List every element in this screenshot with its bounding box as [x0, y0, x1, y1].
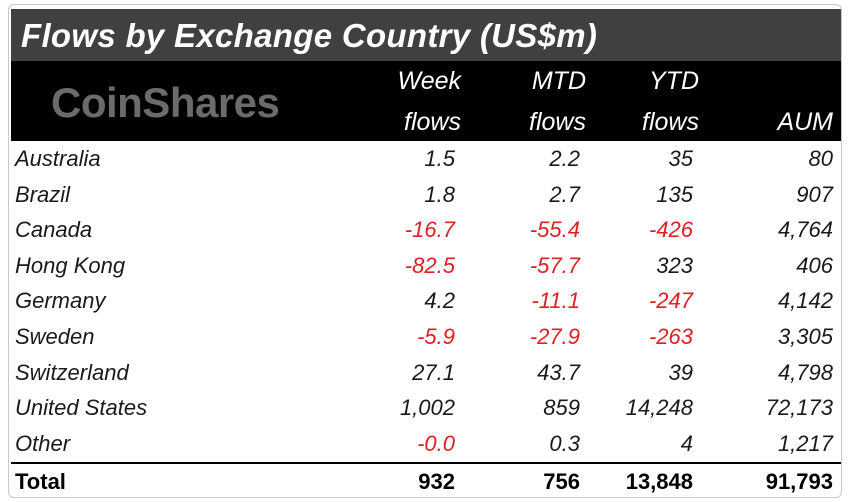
week-flows-value: -82.5	[404, 252, 455, 278]
mtd-flows-value: -57.7	[529, 252, 580, 278]
mtd-flows-value: -11.1	[531, 288, 580, 314]
table-row: Australia 1.5 2.2 35 80	[11, 141, 841, 177]
aum-value: 907	[796, 181, 833, 207]
week-flows-value: 1.5	[424, 146, 455, 171]
aum-value: 80	[808, 146, 833, 171]
aum-value: 4,142	[777, 288, 833, 314]
mtd-flows-value: 859	[543, 395, 580, 421]
week-flows-value: 4.2	[424, 288, 455, 314]
ytd-flows-value: 323	[656, 252, 693, 278]
ytd-flows-value: -263	[648, 324, 693, 349]
week-flows-value: -5.9	[417, 324, 455, 349]
country-name: Sweden	[15, 324, 95, 349]
week-flows-value: 1,002	[399, 395, 455, 421]
coinshares-logo: CoinShares	[51, 79, 280, 126]
header-week-line1: Week	[397, 67, 461, 95]
header-mtd-flows: MTD flows	[529, 61, 586, 143]
country-name: Other	[15, 430, 71, 456]
week-flows-value: -0.0	[417, 430, 455, 456]
aum-value: 72,173	[765, 395, 833, 421]
header-week-line2: flows	[404, 108, 461, 136]
ytd-flows-value: 14,248	[625, 395, 693, 421]
table-row: Other -0.0 0.3 4 1,217	[11, 426, 841, 462]
total-label: Total	[15, 469, 66, 495]
aum-value: 1,217	[777, 430, 833, 456]
aum-value: 4,764	[777, 217, 833, 243]
ytd-flows-value: 35	[668, 146, 693, 171]
table-row: Sweden -5.9 -27.9 -263 3,305	[11, 319, 841, 355]
aum-value: 406	[796, 252, 833, 278]
country-name: Canada	[15, 217, 93, 243]
header-ytd-flows: YTD flows	[642, 61, 699, 143]
table-row: Germany 4.2 -11.1 -247 4,142	[11, 283, 841, 319]
mtd-flows-value: 756	[543, 469, 580, 495]
country-name: United States	[15, 395, 148, 421]
ytd-flows-value: 39	[668, 359, 693, 385]
table-row: Hong Kong -82.5 -57.7 323 406	[11, 248, 841, 284]
total-row: Total 932 756 13,848 91,793	[11, 464, 841, 497]
mtd-flows-value: 2.7	[549, 181, 580, 207]
header-ytd-line2: flows	[642, 108, 699, 136]
country-name: Brazil	[15, 181, 71, 207]
ytd-flows-value: 4	[680, 430, 693, 456]
ytd-flows-value: -247	[648, 288, 693, 314]
header-ytd-line1: YTD	[649, 67, 699, 95]
title-bar: Flows by Exchange Country (US$m)	[11, 9, 841, 61]
mtd-flows-value: -27.9	[529, 324, 580, 349]
week-flows-value: 1.8	[424, 181, 455, 207]
header-aum: AUM	[777, 61, 833, 143]
country-name: Hong Kong	[15, 252, 126, 278]
country-name: Germany	[15, 288, 106, 314]
table-frame: Flows by Exchange Country (US$m) CoinSha…	[8, 4, 842, 498]
ytd-flows-value: 135	[656, 181, 693, 207]
week-flows-value: 932	[418, 469, 455, 495]
total-divider	[11, 462, 841, 464]
header-aum-line2: AUM	[777, 108, 833, 136]
mtd-flows-value: 0.3	[549, 430, 580, 456]
ytd-flows-value: -426	[648, 217, 693, 243]
header-aum-line1	[777, 61, 833, 102]
ytd-flows-value: 13,848	[625, 469, 693, 495]
header-week-flows: Week flows	[398, 61, 461, 143]
week-flows-value: 27.1	[412, 359, 455, 385]
mtd-flows-value: -55.4	[529, 217, 580, 243]
table-row: Switzerland 27.1 43.7 39 4,798	[11, 355, 841, 391]
table-row: Brazil 1.8 2.7 135 907	[11, 177, 841, 213]
header-mtd-line2: flows	[529, 108, 586, 136]
header-mtd-line1: MTD	[531, 67, 586, 95]
table-row: Canada -16.7 -55.4 -426 4,764	[11, 212, 841, 248]
mtd-flows-value: 43.7	[537, 359, 580, 385]
aum-value: 4,798	[777, 359, 833, 385]
country-name: Australia	[15, 146, 101, 171]
header-bar: CoinShares Week flows MTD flows YTD flow…	[11, 61, 841, 141]
table-title: Flows by Exchange Country (US$m)	[21, 17, 598, 54]
aum-value: 91,793	[765, 469, 833, 495]
aum-value: 3,305	[777, 324, 833, 349]
mtd-flows-value: 2.2	[549, 146, 580, 171]
week-flows-value: -16.7	[404, 217, 455, 243]
table-row: United States 1,002 859 14,248 72,173	[11, 390, 841, 426]
country-name: Switzerland	[15, 359, 129, 385]
